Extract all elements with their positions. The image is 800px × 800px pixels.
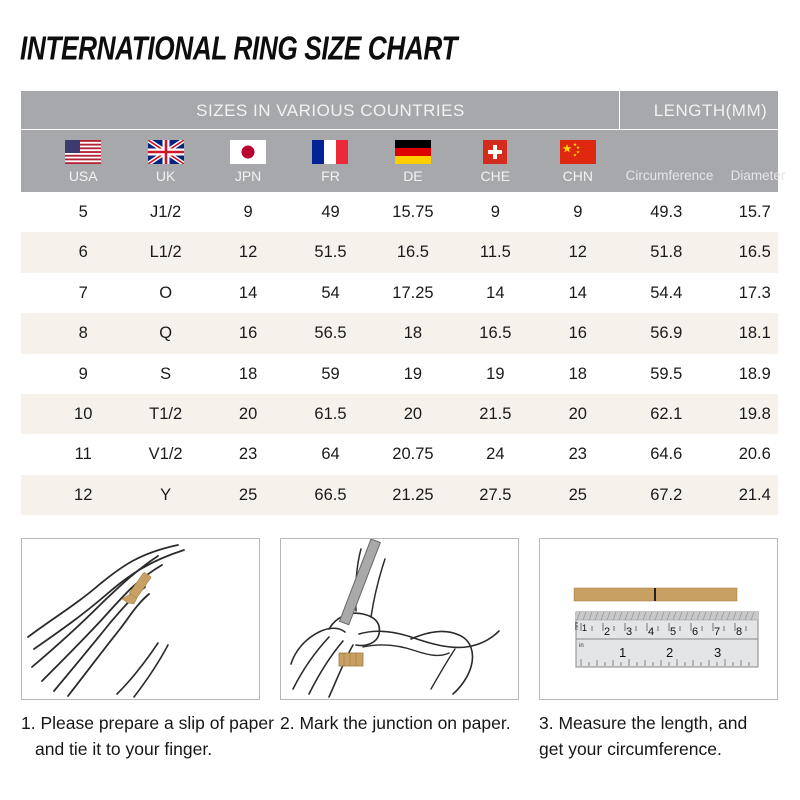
svg-text:4: 4 (648, 626, 654, 638)
svg-text:6: 6 (692, 626, 698, 638)
svg-text:2: 2 (666, 645, 673, 660)
svg-text:2: 2 (604, 626, 610, 638)
svg-text:5: 5 (670, 626, 676, 638)
svg-text:1: 1 (619, 645, 626, 660)
svg-text:8: 8 (736, 626, 742, 638)
svg-text:in: in (579, 643, 584, 649)
svg-text:7: 7 (714, 626, 720, 638)
svg-text:mm: mm (574, 622, 580, 630)
svg-text:3: 3 (714, 645, 721, 660)
svg-text:3: 3 (626, 626, 632, 638)
svg-text:1: 1 (582, 623, 587, 633)
